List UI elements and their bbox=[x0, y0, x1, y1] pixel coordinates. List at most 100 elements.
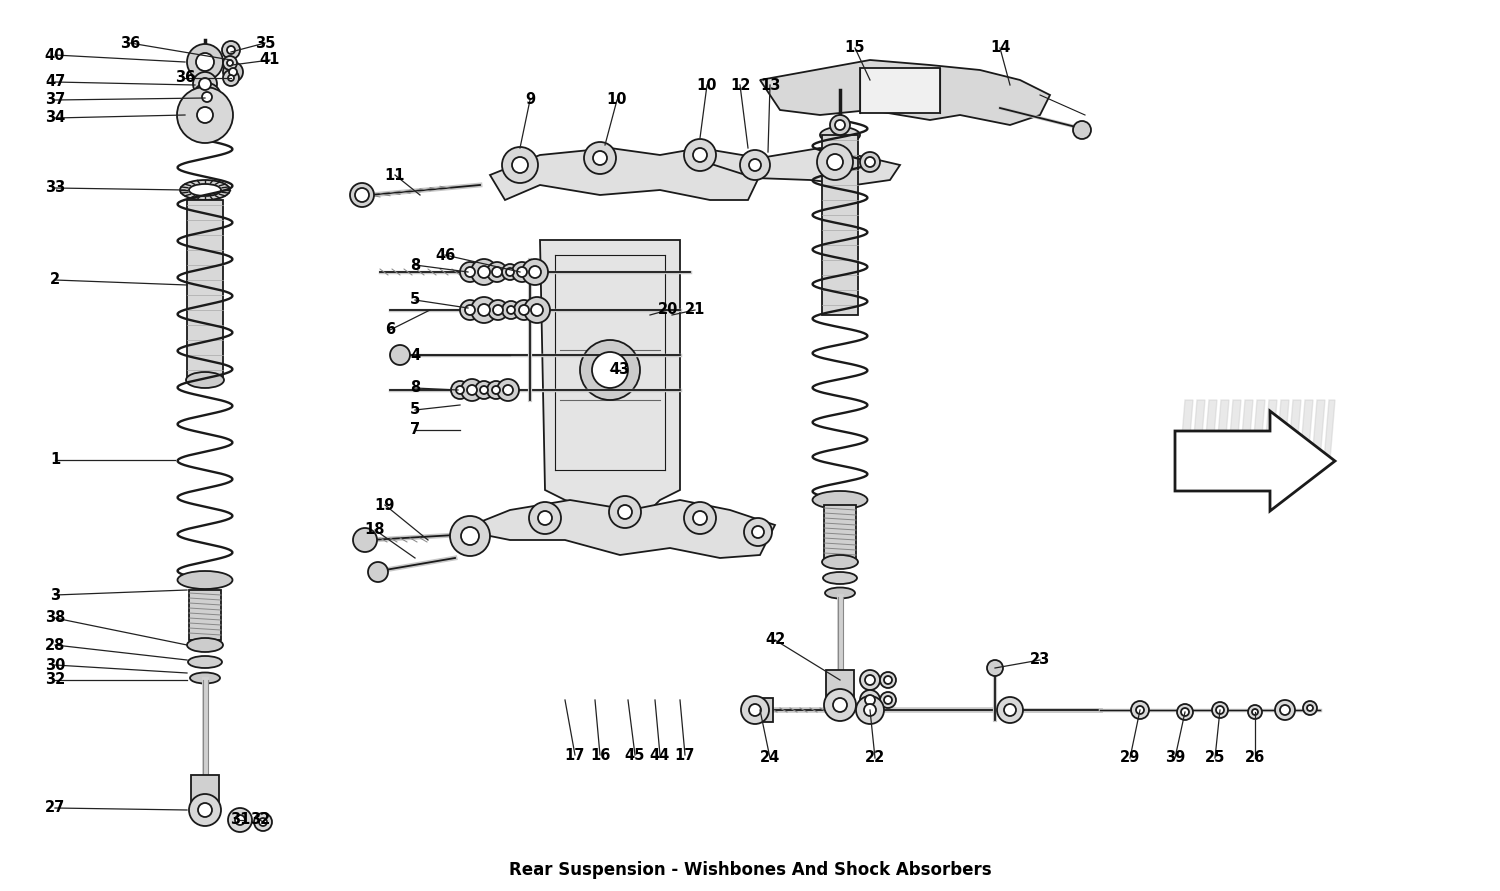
Ellipse shape bbox=[824, 572, 856, 584]
Circle shape bbox=[865, 157, 874, 167]
Bar bbox=[189, 590, 220, 640]
Ellipse shape bbox=[186, 372, 224, 388]
Polygon shape bbox=[1240, 400, 1252, 460]
Circle shape bbox=[476, 381, 494, 399]
Text: 27: 27 bbox=[45, 800, 64, 815]
Circle shape bbox=[1252, 709, 1258, 715]
Circle shape bbox=[460, 300, 480, 320]
Polygon shape bbox=[1180, 400, 1192, 460]
Circle shape bbox=[684, 502, 716, 534]
Text: 47: 47 bbox=[45, 75, 64, 89]
Circle shape bbox=[584, 142, 616, 174]
Circle shape bbox=[189, 794, 220, 826]
Text: 12: 12 bbox=[730, 78, 750, 93]
Text: 8: 8 bbox=[410, 257, 420, 273]
Circle shape bbox=[466, 385, 477, 395]
Circle shape bbox=[224, 62, 243, 82]
Text: 41: 41 bbox=[260, 53, 280, 68]
Circle shape bbox=[471, 297, 496, 323]
Circle shape bbox=[507, 306, 515, 314]
Circle shape bbox=[196, 53, 214, 71]
Circle shape bbox=[1180, 708, 1190, 716]
Text: 31: 31 bbox=[230, 813, 251, 828]
Polygon shape bbox=[490, 148, 760, 200]
Circle shape bbox=[818, 144, 854, 180]
Circle shape bbox=[1306, 705, 1312, 711]
Circle shape bbox=[1072, 121, 1090, 139]
Circle shape bbox=[530, 266, 542, 278]
Circle shape bbox=[884, 676, 892, 684]
Ellipse shape bbox=[822, 555, 858, 569]
Circle shape bbox=[492, 386, 500, 394]
Circle shape bbox=[987, 660, 1004, 676]
Circle shape bbox=[609, 496, 640, 528]
Circle shape bbox=[1248, 705, 1262, 719]
Circle shape bbox=[830, 115, 850, 135]
Circle shape bbox=[506, 268, 515, 276]
Text: 38: 38 bbox=[45, 610, 64, 625]
Text: 34: 34 bbox=[45, 110, 64, 126]
Polygon shape bbox=[1312, 400, 1324, 460]
Circle shape bbox=[833, 698, 848, 712]
Circle shape bbox=[222, 41, 240, 59]
Circle shape bbox=[693, 511, 706, 525]
Text: 16: 16 bbox=[590, 748, 610, 763]
Polygon shape bbox=[1264, 400, 1276, 460]
Circle shape bbox=[1131, 701, 1149, 719]
Circle shape bbox=[188, 44, 224, 80]
Text: 37: 37 bbox=[45, 93, 64, 108]
Circle shape bbox=[514, 300, 534, 320]
Text: 29: 29 bbox=[1120, 750, 1140, 765]
Circle shape bbox=[1004, 704, 1016, 716]
Circle shape bbox=[824, 689, 856, 721]
Text: 4: 4 bbox=[410, 347, 420, 363]
Text: 11: 11 bbox=[384, 168, 405, 183]
Text: 23: 23 bbox=[1030, 652, 1050, 667]
Ellipse shape bbox=[821, 127, 860, 143]
Text: 46: 46 bbox=[435, 248, 454, 263]
Polygon shape bbox=[1216, 400, 1228, 460]
Text: 42: 42 bbox=[765, 633, 784, 648]
Circle shape bbox=[194, 72, 217, 96]
Circle shape bbox=[198, 803, 211, 817]
Polygon shape bbox=[760, 60, 1050, 125]
Circle shape bbox=[512, 157, 528, 173]
Text: 20: 20 bbox=[658, 303, 678, 317]
Ellipse shape bbox=[190, 673, 220, 683]
Circle shape bbox=[230, 68, 237, 76]
Ellipse shape bbox=[180, 180, 230, 200]
Text: 5: 5 bbox=[410, 292, 420, 307]
Polygon shape bbox=[1252, 400, 1264, 460]
Polygon shape bbox=[460, 500, 776, 558]
Text: 8: 8 bbox=[410, 380, 420, 396]
Circle shape bbox=[859, 690, 880, 710]
Circle shape bbox=[865, 695, 874, 705]
Bar bbox=[822, 135, 858, 315]
Text: 36: 36 bbox=[120, 36, 140, 51]
Bar bbox=[827, 670, 854, 700]
Circle shape bbox=[194, 83, 220, 111]
Circle shape bbox=[471, 259, 496, 285]
Circle shape bbox=[492, 267, 502, 277]
Text: 10: 10 bbox=[606, 93, 627, 108]
Ellipse shape bbox=[825, 587, 855, 599]
Circle shape bbox=[460, 527, 478, 545]
Text: 9: 9 bbox=[525, 93, 536, 108]
Text: 35: 35 bbox=[255, 36, 274, 51]
Circle shape bbox=[1280, 705, 1290, 715]
Circle shape bbox=[522, 259, 548, 285]
Circle shape bbox=[884, 696, 892, 704]
Circle shape bbox=[748, 704, 760, 716]
Circle shape bbox=[618, 505, 632, 519]
Text: 25: 25 bbox=[1204, 750, 1225, 765]
Circle shape bbox=[460, 262, 480, 282]
Circle shape bbox=[538, 511, 552, 525]
Text: 22: 22 bbox=[865, 750, 885, 765]
Text: 2: 2 bbox=[50, 273, 60, 288]
Ellipse shape bbox=[188, 638, 224, 652]
Text: 26: 26 bbox=[1245, 750, 1264, 765]
Circle shape bbox=[859, 152, 880, 172]
Circle shape bbox=[592, 352, 628, 388]
Circle shape bbox=[524, 297, 550, 323]
Polygon shape bbox=[540, 240, 680, 515]
